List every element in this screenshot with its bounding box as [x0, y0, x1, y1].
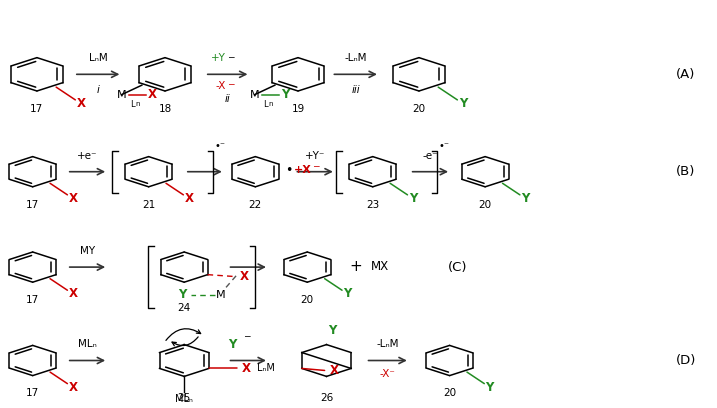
- Text: X: X: [242, 362, 251, 375]
- Text: 17: 17: [26, 200, 39, 210]
- Text: X: X: [240, 270, 249, 283]
- Text: (C): (C): [448, 261, 468, 274]
- Text: LₙM: LₙM: [257, 363, 275, 373]
- Text: 17: 17: [26, 295, 39, 305]
- Text: •⁻: •⁻: [439, 141, 450, 151]
- Text: −: −: [227, 79, 234, 88]
- Text: n: n: [269, 101, 273, 107]
- Text: -e⁻: -e⁻: [422, 151, 438, 161]
- Text: X: X: [329, 364, 338, 377]
- Text: +Y⁻: +Y⁻: [305, 151, 326, 161]
- Text: M: M: [250, 90, 260, 100]
- Text: 17: 17: [30, 104, 44, 114]
- Text: Y: Y: [328, 324, 336, 337]
- Text: 18: 18: [158, 104, 171, 114]
- Text: MY: MY: [80, 246, 95, 256]
- Text: -LₙM: -LₙM: [376, 339, 399, 349]
- Text: 17: 17: [26, 388, 39, 398]
- Text: X: X: [68, 192, 77, 205]
- Text: MLₙ: MLₙ: [78, 339, 97, 349]
- Text: 20: 20: [478, 200, 492, 210]
- Text: 20: 20: [300, 295, 314, 305]
- Text: LₙM: LₙM: [89, 53, 108, 63]
- Text: L: L: [263, 100, 267, 109]
- Text: (B): (B): [676, 165, 695, 178]
- Text: 26: 26: [320, 393, 333, 403]
- Text: Y: Y: [281, 88, 289, 101]
- Text: Y: Y: [178, 288, 186, 301]
- Text: +: +: [349, 259, 362, 274]
- Text: −: −: [227, 53, 234, 62]
- Text: X: X: [68, 381, 77, 394]
- Text: ii: ii: [224, 94, 230, 104]
- Text: MLₙ: MLₙ: [175, 394, 193, 404]
- Text: -X: -X: [216, 82, 226, 91]
- Text: •: •: [285, 164, 293, 177]
- Text: -X⁻: -X⁻: [380, 369, 396, 379]
- Text: -LₙM: -LₙM: [344, 53, 367, 63]
- Text: Y: Y: [485, 381, 494, 394]
- Text: iii: iii: [351, 85, 360, 95]
- Text: X: X: [148, 88, 156, 101]
- Text: −: −: [242, 331, 250, 340]
- Text: (D): (D): [675, 354, 696, 367]
- Text: −: −: [313, 162, 320, 171]
- Text: 23: 23: [366, 200, 379, 210]
- Text: X: X: [68, 287, 77, 300]
- Text: 20: 20: [412, 104, 425, 114]
- Text: MX: MX: [371, 260, 389, 273]
- Text: 25: 25: [178, 393, 191, 403]
- Text: n: n: [136, 101, 140, 107]
- Text: Y: Y: [343, 287, 352, 300]
- Text: M: M: [216, 290, 225, 299]
- Text: Y: Y: [521, 192, 530, 205]
- Text: M: M: [117, 90, 126, 100]
- Text: •⁻: •⁻: [215, 141, 226, 151]
- Text: Y: Y: [409, 192, 417, 205]
- Text: 24: 24: [178, 303, 191, 313]
- Text: 21: 21: [142, 200, 156, 210]
- Text: +X: +X: [294, 165, 312, 175]
- Text: (A): (A): [676, 68, 695, 81]
- Text: +e⁻: +e⁻: [77, 151, 98, 161]
- Text: 20: 20: [443, 388, 456, 398]
- Text: Y: Y: [459, 97, 467, 110]
- Text: i: i: [97, 85, 100, 95]
- Text: X: X: [76, 97, 85, 110]
- Text: L: L: [130, 100, 135, 109]
- Text: Y: Y: [229, 338, 237, 351]
- Text: 22: 22: [249, 200, 262, 210]
- Text: +Y: +Y: [212, 53, 226, 63]
- Text: X: X: [184, 192, 194, 205]
- Text: 19: 19: [291, 104, 305, 114]
